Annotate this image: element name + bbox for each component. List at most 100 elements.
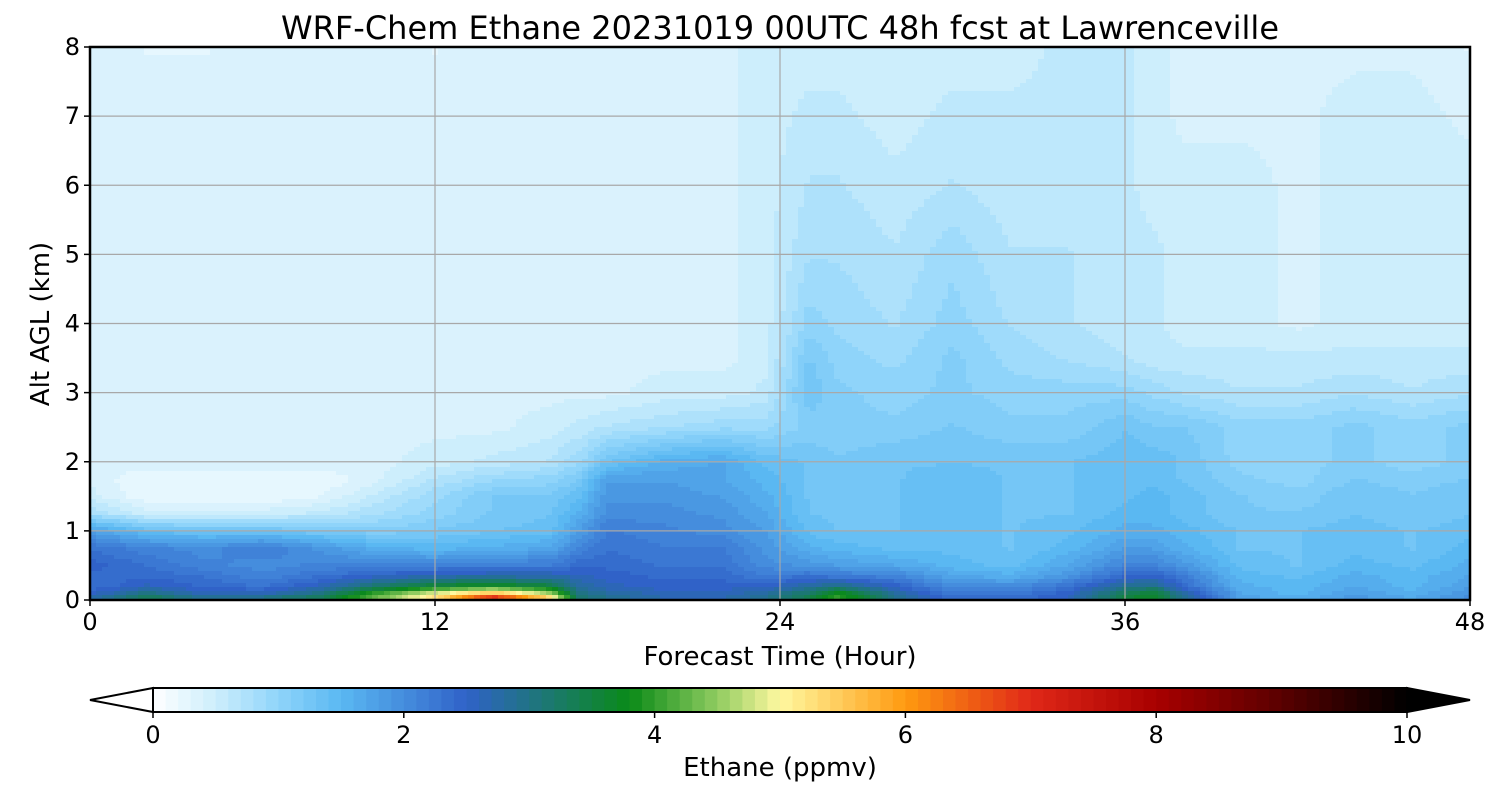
contour-cell bbox=[318, 91, 325, 96]
contour-cell bbox=[486, 103, 493, 108]
contour-cell bbox=[954, 55, 961, 60]
contour-cell bbox=[474, 75, 481, 80]
contour-cell bbox=[1368, 95, 1375, 100]
contour-cell bbox=[222, 63, 229, 68]
contour-cell bbox=[294, 71, 301, 76]
contour-cell bbox=[1458, 103, 1465, 108]
contour-cell bbox=[1044, 103, 1051, 108]
contour-cell bbox=[474, 55, 481, 60]
contour-cell bbox=[708, 51, 715, 56]
contour-cell bbox=[300, 55, 307, 60]
contour-cell bbox=[1308, 91, 1315, 96]
contour-cell bbox=[804, 107, 811, 112]
contour-cell bbox=[1440, 51, 1447, 56]
contour-cell bbox=[462, 103, 469, 108]
contour-cell bbox=[702, 59, 709, 64]
contour-cell bbox=[1140, 51, 1147, 56]
contour-cell bbox=[246, 107, 253, 112]
contour-cell bbox=[930, 91, 937, 96]
contour-cell bbox=[852, 111, 859, 116]
contour-cell bbox=[1332, 111, 1339, 116]
contour-cell bbox=[1158, 63, 1165, 68]
contour-cell bbox=[1416, 59, 1423, 64]
contour-cell bbox=[480, 95, 487, 100]
contour-cell bbox=[918, 107, 925, 112]
contour-cell bbox=[888, 83, 895, 88]
contour-cell bbox=[1158, 59, 1165, 64]
contour-cell bbox=[222, 75, 229, 80]
contour-cell bbox=[1362, 83, 1369, 88]
contour-cell bbox=[522, 63, 529, 68]
contour-cell bbox=[750, 59, 757, 64]
contour-cell bbox=[252, 91, 259, 96]
contour-cell bbox=[822, 83, 829, 88]
contour-cell bbox=[114, 71, 121, 76]
contour-cell bbox=[840, 75, 847, 80]
contour-cell bbox=[780, 51, 787, 56]
contour-cell bbox=[1452, 95, 1459, 100]
contour-cell bbox=[522, 103, 529, 108]
contour-cell bbox=[426, 107, 433, 112]
contour-cell bbox=[978, 59, 985, 64]
contour-cell bbox=[1374, 91, 1381, 96]
contour-cell bbox=[1020, 55, 1027, 60]
contour-cell bbox=[336, 51, 343, 56]
contour-cell bbox=[552, 87, 559, 92]
contour-cell bbox=[390, 87, 397, 92]
contour-cell bbox=[678, 55, 685, 60]
contour-cell bbox=[138, 71, 145, 76]
contour-cell bbox=[420, 119, 427, 124]
contour-cell bbox=[1200, 51, 1207, 56]
contour-cell bbox=[852, 59, 859, 64]
contour-cell bbox=[102, 95, 109, 100]
contour-cell bbox=[768, 91, 775, 96]
contour-cell bbox=[1266, 79, 1273, 84]
contour-cell bbox=[792, 51, 799, 56]
contour-cell bbox=[174, 79, 181, 84]
contour-cell bbox=[570, 63, 577, 68]
contour-cell bbox=[360, 75, 367, 80]
contour-cell bbox=[792, 71, 799, 76]
contour-cell bbox=[360, 71, 367, 76]
contour-cell bbox=[108, 103, 115, 108]
contour-cell bbox=[666, 87, 673, 92]
contour-cell bbox=[606, 75, 613, 80]
contour-cell bbox=[666, 67, 673, 72]
contour-cell bbox=[828, 107, 835, 112]
contour-cell bbox=[624, 79, 631, 84]
contour-cell bbox=[840, 111, 847, 116]
contour-cell bbox=[1260, 83, 1267, 88]
contour-cell bbox=[594, 119, 601, 124]
contour-cell bbox=[936, 107, 943, 112]
contour-cell bbox=[1320, 95, 1327, 100]
contour-cell bbox=[702, 107, 709, 112]
contour-cell bbox=[624, 51, 631, 56]
contour-cell bbox=[1362, 59, 1369, 64]
contour-cell bbox=[528, 91, 535, 96]
contour-cell bbox=[1248, 83, 1255, 88]
contour-cell bbox=[840, 71, 847, 76]
contour-cell bbox=[558, 99, 565, 104]
contour-cell bbox=[1320, 63, 1327, 68]
contour-cell bbox=[1200, 79, 1207, 84]
contour-cell bbox=[1302, 91, 1309, 96]
contour-cell bbox=[480, 99, 487, 104]
contour-cell bbox=[1092, 107, 1099, 112]
contour-cell bbox=[210, 59, 217, 64]
contour-cell bbox=[1104, 99, 1111, 104]
contour-cell bbox=[690, 103, 697, 108]
contour-cell bbox=[1380, 111, 1387, 116]
contour-cell bbox=[360, 107, 367, 112]
contour-cell bbox=[762, 103, 769, 108]
contour-cell bbox=[618, 59, 625, 64]
contour-cell bbox=[594, 79, 601, 84]
contour-cell bbox=[1002, 51, 1009, 56]
contour-cell bbox=[888, 71, 895, 76]
contour-cell bbox=[684, 99, 691, 104]
contour-cell bbox=[1248, 71, 1255, 76]
contour-cell bbox=[414, 91, 421, 96]
contour-cell bbox=[252, 63, 259, 68]
contour-cell bbox=[864, 67, 871, 72]
contour-cell bbox=[498, 51, 505, 56]
contour-cell bbox=[840, 63, 847, 68]
